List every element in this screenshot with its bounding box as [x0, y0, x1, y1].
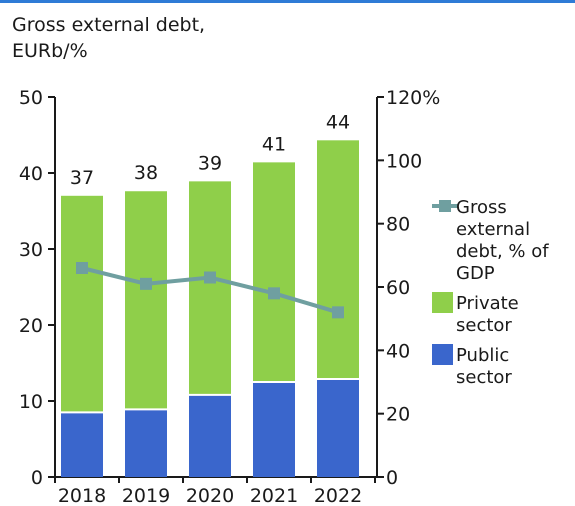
gdp-ratio-marker	[332, 306, 344, 319]
bar-total-label: 38	[134, 162, 158, 184]
x-tick-label: 2020	[186, 485, 234, 506]
x-tick-label: 2018	[58, 485, 106, 506]
chart-title-line-1: Gross external debt,	[12, 14, 206, 36]
bar-total-label: 44	[326, 111, 350, 133]
right-tick-label: 20	[386, 404, 410, 426]
bar-segment	[189, 181, 231, 395]
gdp-ratio-marker	[140, 277, 152, 290]
x-tick-label: 2021	[250, 485, 298, 506]
right-tick-label: 120%	[386, 87, 440, 109]
left-tick-label: 50	[19, 87, 43, 109]
legend-label: Gross	[456, 197, 507, 218]
chart-title: Gross external debt, EURb/%	[12, 12, 205, 64]
legend-label: debt, % of	[456, 241, 549, 262]
legend-label: sector	[456, 367, 512, 388]
bar-segment	[253, 162, 295, 382]
bar-total-label: 41	[262, 133, 286, 155]
bar-segment	[317, 140, 359, 379]
right-tick-label: 60	[386, 277, 410, 299]
bar-segment	[61, 195, 103, 413]
legend-box-swatch	[432, 344, 453, 365]
right-tick-label: 80	[386, 214, 410, 236]
bar-segment	[125, 409, 167, 477]
legend-label: sector	[456, 315, 512, 336]
x-tick-label: 2019	[122, 485, 170, 506]
chart-title-line-2: EURb/%	[12, 40, 88, 62]
bar-segment	[253, 382, 295, 477]
left-tick-label: 30	[19, 239, 43, 261]
bar-total-label: 37	[70, 167, 94, 189]
gdp-ratio-marker	[204, 271, 216, 284]
x-tick-label: 2022	[314, 485, 362, 506]
legend-label: Private	[456, 293, 519, 314]
bar-segment	[317, 378, 359, 477]
legend-marker-swatch	[439, 200, 451, 212]
bar-segment	[125, 191, 167, 410]
left-tick-label: 20	[19, 315, 43, 337]
right-tick-label: 0	[386, 467, 398, 489]
legend-label: GDP	[456, 263, 495, 284]
right-tick-label: 40	[386, 340, 410, 362]
left-tick-label: 0	[31, 467, 43, 489]
legend-label: Public	[456, 345, 509, 366]
bar-segment	[61, 412, 103, 477]
top-accent-bar	[0, 0, 575, 3]
bar-segment	[189, 394, 231, 477]
legend-box-swatch	[432, 292, 453, 313]
left-tick-label: 40	[19, 163, 43, 185]
left-tick-label: 10	[19, 391, 43, 413]
legend-label: external	[456, 219, 530, 240]
right-tick-label: 100	[386, 150, 422, 172]
bar-total-label: 39	[198, 152, 222, 174]
gdp-ratio-marker	[268, 287, 280, 300]
gdp-ratio-marker	[76, 262, 88, 274]
